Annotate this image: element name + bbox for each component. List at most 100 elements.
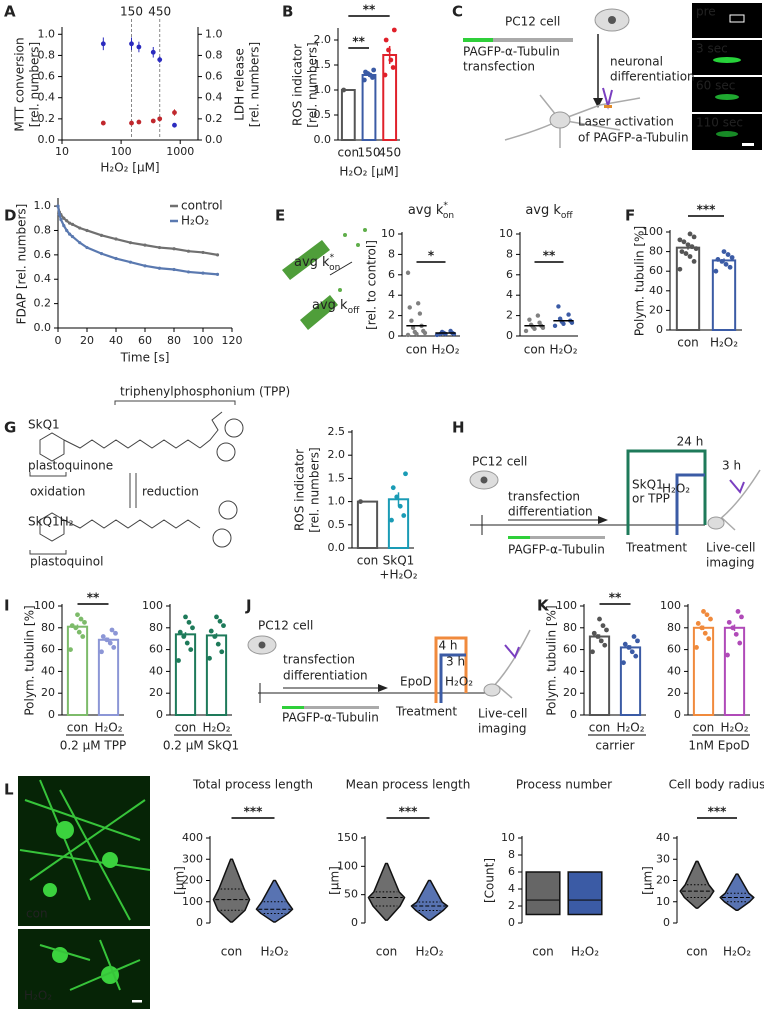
tick-label: 80 xyxy=(667,621,681,634)
data-point xyxy=(727,264,733,270)
data-point xyxy=(631,634,637,639)
processes xyxy=(19,779,151,921)
x-tick-label: con xyxy=(376,945,398,959)
axis-title: Polym. tubulin [%] xyxy=(633,226,647,336)
violin xyxy=(255,879,294,923)
label-main: avg k xyxy=(408,203,444,218)
bracket-3h xyxy=(439,653,466,703)
data-point xyxy=(136,44,142,50)
tick-label: 0 xyxy=(196,916,203,929)
neuron-body xyxy=(483,683,501,697)
tick-label: 20 xyxy=(656,874,670,887)
tick-label: 0.2 xyxy=(205,112,223,125)
tick-label: 0.0 xyxy=(34,321,52,334)
data-point xyxy=(421,328,426,334)
construct-tubulin xyxy=(530,536,605,539)
x-tick-label: H₂O₂ xyxy=(710,336,738,350)
data-point xyxy=(157,245,162,250)
tick-label: 400 xyxy=(182,831,203,844)
data-point xyxy=(537,320,542,325)
tick-label: 100 xyxy=(337,859,358,872)
data-point xyxy=(715,257,721,262)
ring xyxy=(212,528,232,548)
panel-h-timeline xyxy=(469,449,761,539)
data-point xyxy=(100,120,106,126)
data-point xyxy=(99,649,104,655)
tick-label: 120 xyxy=(222,334,243,347)
data-point xyxy=(685,242,691,248)
data-point xyxy=(114,237,118,241)
data-point xyxy=(598,638,604,644)
tick-label: 0 xyxy=(508,916,515,929)
data-point xyxy=(150,49,156,55)
diagram-label: 3 h xyxy=(446,655,465,669)
data-point xyxy=(693,246,699,252)
x-tick-label: H₂O₂ xyxy=(616,721,644,735)
diagram-label: PC12 cell xyxy=(472,455,527,469)
cell xyxy=(56,821,74,839)
data-point xyxy=(190,625,195,631)
data-point xyxy=(390,65,396,70)
data-point xyxy=(113,630,118,636)
tick-label: 4 xyxy=(506,288,513,301)
data-point xyxy=(412,329,418,335)
bracket-4h xyxy=(434,636,468,703)
data-point xyxy=(214,614,219,620)
data-point xyxy=(100,634,106,639)
tick-label: 0.4 xyxy=(34,272,52,285)
tick-label: 10 xyxy=(55,145,69,158)
diagram-label: triphenylphosphonium (TPP) xyxy=(120,385,290,399)
arrow xyxy=(329,261,353,276)
tick-label: 40 xyxy=(656,831,670,844)
axis-title: Time [s] xyxy=(120,351,170,365)
data-point xyxy=(687,231,693,237)
data-point xyxy=(56,204,60,208)
violin xyxy=(410,879,449,921)
processes xyxy=(39,939,141,991)
cell xyxy=(102,852,118,868)
tick-label: 100 xyxy=(111,145,132,158)
panel-c-schematic xyxy=(463,3,762,150)
panel-letter: F xyxy=(625,207,635,225)
panel-letter: J xyxy=(245,597,252,615)
data-point xyxy=(702,630,708,636)
tick-label: 100 xyxy=(642,225,663,238)
data-point xyxy=(704,612,710,618)
data-point xyxy=(78,226,82,230)
chart-title: Cell body radius xyxy=(669,778,764,792)
laser xyxy=(504,644,520,659)
significance-label: ** xyxy=(352,35,365,49)
data-point xyxy=(62,224,66,228)
tick-label: 0 xyxy=(156,708,163,721)
diagram-label: Live-cell xyxy=(478,707,527,721)
x-tick-label: con xyxy=(677,336,699,350)
diagram-label: Treatment xyxy=(625,541,687,555)
tick-label: 0.6 xyxy=(205,70,223,83)
tick-label: 80 xyxy=(41,621,55,634)
panel-letter: B xyxy=(282,3,293,21)
axis-title: Polym. tubulin [%] xyxy=(545,605,559,715)
data-point xyxy=(733,631,739,637)
data-point xyxy=(59,217,63,222)
x-tick-label: con xyxy=(589,721,611,735)
x-tick-label: con xyxy=(686,945,708,959)
tick-label: 100 xyxy=(556,599,577,612)
data-point xyxy=(128,260,133,264)
tick-label: 1.0 xyxy=(205,27,223,40)
data-point xyxy=(725,252,731,257)
range-box xyxy=(525,871,561,916)
group-label: carrier xyxy=(595,739,634,753)
data-point xyxy=(157,57,163,63)
ring xyxy=(218,500,238,520)
data-point xyxy=(621,660,626,666)
axis-title: [µm] xyxy=(328,866,342,895)
arrow-head xyxy=(378,684,388,692)
data-point xyxy=(694,645,699,650)
axis-title: [rel. to control] xyxy=(365,240,379,330)
axis-title: [µm] xyxy=(173,866,187,895)
panel-g-structures xyxy=(29,400,244,555)
data-point xyxy=(687,254,693,259)
data-point xyxy=(371,67,377,73)
chart-title: Total process length xyxy=(192,778,313,792)
